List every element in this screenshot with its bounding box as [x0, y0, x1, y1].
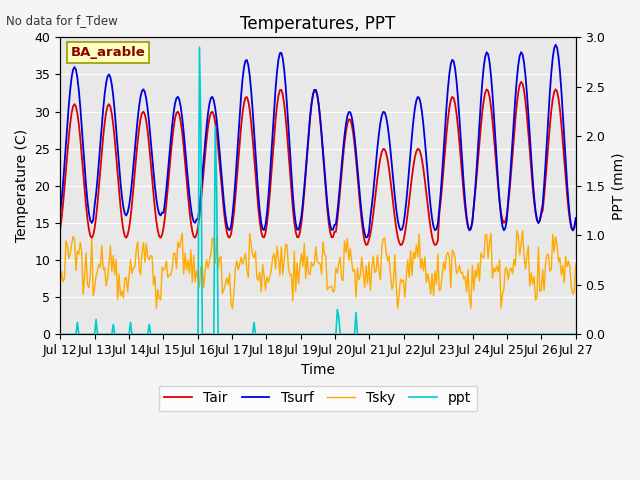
- Line: ppt: ppt: [60, 47, 576, 334]
- Tsurf: [572, 215, 580, 221]
- Tair: [210, 112, 218, 118]
- Tsky: [546, 268, 554, 274]
- Tair: [572, 218, 580, 224]
- ppt: [545, 331, 552, 337]
- ppt: [572, 331, 580, 337]
- Text: BA_arable: BA_arable: [70, 46, 145, 59]
- Line: Tsky: Tsky: [60, 230, 576, 308]
- Tsurf: [120, 204, 127, 210]
- Tsky: [572, 261, 580, 267]
- Tsky: [513, 228, 521, 233]
- Tsurf: [210, 97, 218, 103]
- Tair: [282, 115, 289, 120]
- Tair: [236, 140, 243, 146]
- Tsky: [56, 280, 64, 286]
- Tsurf: [545, 112, 552, 118]
- Tair: [56, 226, 64, 232]
- ppt: [56, 331, 64, 337]
- ppt: [196, 44, 204, 50]
- Tsurf: [362, 235, 370, 240]
- Tsurf: [552, 42, 559, 48]
- Tair: [120, 227, 127, 233]
- Tsurf: [236, 113, 243, 119]
- Tsurf: [56, 210, 64, 216]
- X-axis label: Time: Time: [301, 362, 335, 377]
- Tair: [431, 242, 439, 248]
- Legend: Tair, Tsurf, Tsky, ppt: Tair, Tsurf, Tsky, ppt: [159, 386, 477, 411]
- Tair: [227, 231, 235, 237]
- ppt: [237, 331, 245, 337]
- Title: Temperatures, PPT: Temperatures, PPT: [240, 15, 396, 33]
- Y-axis label: Temperature (C): Temperature (C): [15, 129, 29, 242]
- Tsky: [284, 242, 291, 248]
- ppt: [228, 331, 236, 337]
- Tsky: [228, 305, 236, 311]
- Tsky: [152, 305, 160, 311]
- Line: Tair: Tair: [60, 82, 576, 245]
- Line: Tsurf: Tsurf: [60, 45, 576, 238]
- ppt: [211, 123, 219, 129]
- Text: No data for f_Tdew: No data for f_Tdew: [6, 14, 118, 27]
- Y-axis label: PPT (mm): PPT (mm): [611, 152, 625, 219]
- Tsky: [211, 260, 219, 266]
- Tair: [546, 122, 554, 128]
- Tsurf: [227, 224, 235, 229]
- ppt: [284, 331, 291, 337]
- Tsky: [120, 295, 127, 301]
- Tsurf: [282, 83, 289, 89]
- Tsky: [237, 254, 245, 260]
- Tair: [517, 79, 525, 85]
- ppt: [120, 331, 127, 337]
